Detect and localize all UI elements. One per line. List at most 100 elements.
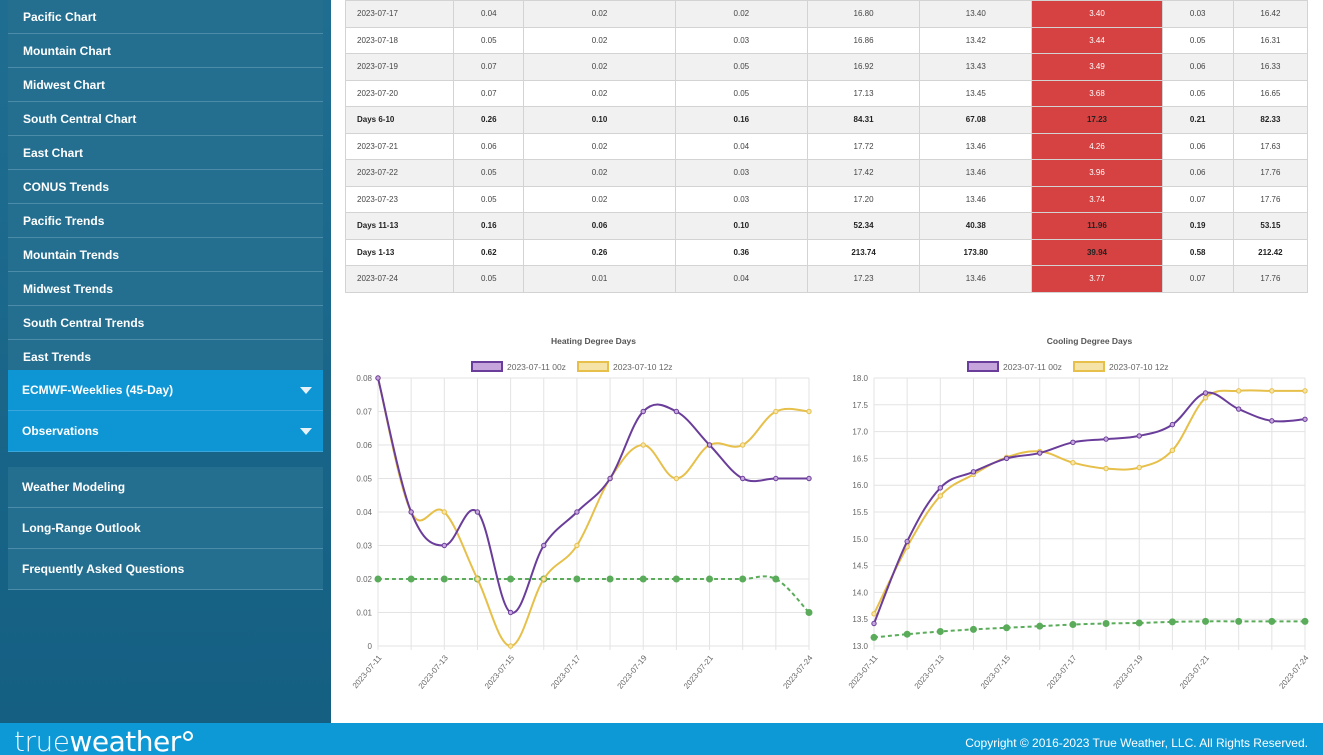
data-point[interactable]: [772, 575, 780, 583]
data-point[interactable]: [375, 375, 381, 381]
data-point[interactable]: [507, 643, 514, 649]
sidebar-item-mountain-trends[interactable]: Mountain Trends: [8, 238, 323, 272]
data-point[interactable]: [1103, 436, 1109, 442]
sidebar-item-south-central-chart[interactable]: South Central Chart: [8, 102, 323, 136]
data-point[interactable]: [441, 542, 448, 549]
data-point[interactable]: [1136, 464, 1142, 471]
data-point[interactable]: [739, 575, 747, 583]
data-point[interactable]: [937, 485, 944, 491]
sidebar-link-weather-modeling[interactable]: Weather Modeling: [8, 467, 323, 508]
data-point[interactable]: [706, 442, 713, 448]
data-point[interactable]: [739, 475, 746, 482]
data-point[interactable]: [806, 408, 812, 415]
data-point[interactable]: [1169, 421, 1176, 428]
data-point[interactable]: [806, 475, 812, 482]
data-point[interactable]: [1235, 617, 1243, 625]
data-point[interactable]: [1269, 388, 1275, 394]
data-point[interactable]: [1202, 395, 1209, 401]
data-point[interactable]: [904, 538, 910, 545]
data-point[interactable]: [805, 609, 813, 616]
data-point[interactable]: [1268, 617, 1276, 625]
sidebar-link-long-range-outlook[interactable]: Long-Range Outlook: [8, 508, 323, 549]
data-point[interactable]: [1235, 388, 1242, 394]
data-point[interactable]: [1036, 622, 1044, 630]
data-point[interactable]: [640, 408, 646, 415]
data-point[interactable]: [541, 576, 547, 582]
data-point[interactable]: [1003, 455, 1010, 462]
sidebar-item-midwest-trends[interactable]: Midwest Trends: [8, 272, 323, 306]
data-point[interactable]: [871, 620, 877, 627]
sidebar-item-pacific-trends[interactable]: Pacific Trends: [8, 204, 323, 238]
caret-down-icon[interactable]: [300, 387, 312, 394]
dropdown-observations[interactable]: Observations: [8, 411, 323, 452]
data-point[interactable]: [607, 475, 613, 482]
legend-label[interactable]: 2023-07-11 00z: [1003, 362, 1062, 372]
legend-label[interactable]: 2023-07-11 00z: [507, 362, 566, 372]
data-point[interactable]: [672, 575, 680, 583]
data-point[interactable]: [606, 575, 614, 583]
data-point[interactable]: [1302, 416, 1308, 422]
sidebar-item-midwest-chart[interactable]: Midwest Chart: [8, 68, 323, 102]
data-point[interactable]: [870, 633, 878, 641]
data-point[interactable]: [937, 493, 944, 499]
data-point[interactable]: [1301, 617, 1309, 625]
data-point[interactable]: [706, 575, 714, 583]
dropdown-ecmwf-weeklies-45-day[interactable]: ECMWF-Weeklies (45-Day): [8, 370, 323, 411]
data-point[interactable]: [507, 609, 514, 616]
data-point[interactable]: [969, 625, 977, 633]
legend-label[interactable]: 2023-07-10 12z: [1109, 362, 1169, 372]
sidebar-item-mountain-chart[interactable]: Mountain Chart: [8, 34, 323, 68]
legend-swatch[interactable]: [1073, 361, 1105, 372]
data-point[interactable]: [1168, 618, 1176, 626]
data-point[interactable]: [739, 442, 746, 448]
data-point[interactable]: [573, 575, 581, 583]
data-point[interactable]: [441, 509, 448, 515]
legend-label[interactable]: 2023-07-10 12z: [613, 362, 673, 372]
data-point[interactable]: [407, 575, 415, 583]
data-point[interactable]: [440, 575, 448, 583]
legend-swatch[interactable]: [471, 361, 503, 372]
caret-down-icon[interactable]: [300, 428, 312, 435]
data-point[interactable]: [970, 469, 977, 475]
data-point[interactable]: [1102, 619, 1110, 627]
data-point[interactable]: [1003, 624, 1011, 632]
data-point[interactable]: [408, 509, 414, 515]
legend-swatch[interactable]: [967, 361, 999, 372]
data-point[interactable]: [639, 575, 647, 583]
data-point[interactable]: [574, 542, 580, 549]
sidebar-link-frequently-asked-questions[interactable]: Frequently Asked Questions: [8, 549, 323, 590]
data-point[interactable]: [1169, 447, 1176, 454]
data-point[interactable]: [773, 408, 779, 415]
data-point[interactable]: [541, 542, 547, 549]
data-point[interactable]: [474, 576, 481, 582]
data-point[interactable]: [1070, 439, 1076, 446]
data-point[interactable]: [673, 475, 680, 482]
data-point[interactable]: [507, 575, 515, 583]
data-point[interactable]: [871, 611, 877, 617]
data-point[interactable]: [1136, 433, 1142, 439]
data-point[interactable]: [673, 408, 680, 415]
trueweather-logo[interactable]: trueweather: [14, 727, 193, 755]
data-point[interactable]: [1269, 418, 1275, 424]
sidebar-item-south-central-trends[interactable]: South Central Trends: [8, 306, 323, 340]
data-point[interactable]: [1302, 388, 1308, 394]
data-point[interactable]: [1070, 459, 1076, 466]
sidebar-item-east-chart[interactable]: East Chart: [8, 136, 323, 170]
data-point[interactable]: [1202, 390, 1209, 396]
data-point[interactable]: [1235, 406, 1242, 412]
data-point[interactable]: [640, 442, 646, 448]
data-point[interactable]: [1069, 621, 1077, 629]
data-point[interactable]: [936, 628, 944, 636]
sidebar-item-conus-trends[interactable]: CONUS Trends: [8, 170, 323, 204]
data-point[interactable]: [1103, 465, 1109, 472]
sidebar-item-east-trends[interactable]: East Trends: [8, 340, 323, 374]
data-point[interactable]: [903, 630, 911, 638]
data-point[interactable]: [374, 575, 382, 583]
data-point[interactable]: [773, 475, 779, 482]
legend-swatch[interactable]: [577, 361, 609, 372]
data-point[interactable]: [574, 509, 580, 515]
data-point[interactable]: [474, 509, 481, 515]
data-point[interactable]: [1037, 450, 1043, 456]
data-point[interactable]: [1202, 617, 1210, 625]
sidebar-item-pacific-chart[interactable]: Pacific Chart: [8, 0, 323, 34]
